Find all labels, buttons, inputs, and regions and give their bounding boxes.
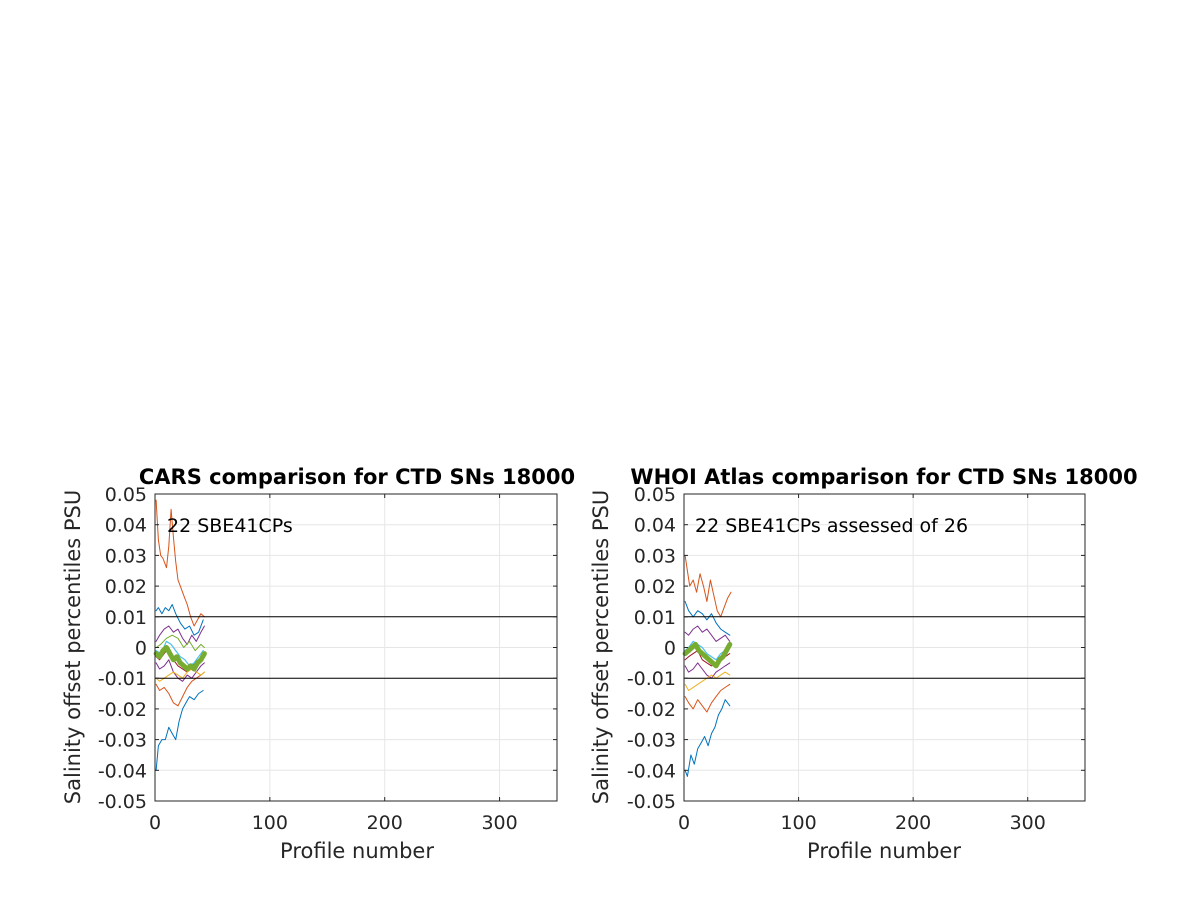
- y-axis-label: Salinity offset percentiles PSU: [61, 490, 85, 804]
- chart-annotation: 22 SBE41CPs assessed of 26: [695, 515, 968, 537]
- series-line-4: [684, 640, 731, 661]
- y-tick-label: 0.01: [634, 607, 676, 629]
- x-tick-label: 300: [481, 812, 517, 834]
- series-line-1: [155, 604, 204, 636]
- y-tick-label: 0.04: [105, 515, 147, 537]
- y-tick-label: 0.05: [634, 484, 676, 506]
- y-tick-label: 0.01: [105, 607, 147, 629]
- y-tick-label: -0.04: [98, 760, 147, 782]
- y-tick-label: -0.05: [627, 791, 676, 813]
- subplot-whoi-atlas: WHOI Atlas comparison for CTD SNs 18000 …: [589, 465, 1138, 863]
- series-line-10: [682, 641, 733, 669]
- y-tick-label: 0.03: [634, 545, 676, 567]
- series-line-3: [155, 625, 205, 645]
- y-tick-label: -0.01: [627, 668, 676, 690]
- chart-title: WHOI Atlas comparison for CTD SNs 18000: [630, 465, 1137, 489]
- y-tick-label: 0.03: [105, 545, 147, 567]
- y-tick-label: -0.04: [627, 760, 676, 782]
- x-tick-label: 300: [1010, 812, 1046, 834]
- x-axis-label: Profile number: [807, 839, 961, 863]
- series-line-8: [684, 683, 731, 713]
- series-line-2: [684, 601, 731, 636]
- y-tick-label: -0.05: [98, 791, 147, 813]
- x-tick-label: 0: [678, 812, 690, 834]
- series-line-10: [155, 690, 204, 771]
- x-tick-label: 100: [252, 812, 288, 834]
- y-tick-label: -0.03: [627, 730, 676, 752]
- y-axis-label: Salinity offset percentiles PSU: [589, 490, 613, 804]
- y-tick-label: 0.02: [634, 576, 676, 598]
- series-line-7: [155, 659, 205, 682]
- y-tick-label: 0.05: [105, 484, 147, 506]
- y-tick-label: -0.02: [627, 699, 676, 721]
- series-line-1: [684, 554, 732, 618]
- x-tick-label: 0: [149, 812, 161, 834]
- chart-annotation: 22 SBE41CPs: [167, 515, 293, 537]
- y-tick-label: -0.01: [98, 668, 147, 690]
- chart-title: CARS comparison for CTD SNs 18000: [139, 465, 575, 489]
- series-line-8: [155, 671, 205, 707]
- x-axis-label: Profile number: [280, 839, 434, 863]
- subplot-cars: CARS comparison for CTD SNs 18000 Profil…: [61, 465, 575, 863]
- y-tick-label: 0.02: [105, 576, 147, 598]
- x-tick-label: 200: [367, 812, 403, 834]
- x-tick-label: 200: [895, 812, 931, 834]
- y-tick-label: -0.02: [98, 699, 147, 721]
- series-line-11: [153, 645, 207, 672]
- series-line-9: [155, 668, 205, 682]
- series-line-5: [155, 640, 204, 667]
- series-line-6: [684, 662, 731, 679]
- y-tick-label: -0.03: [98, 730, 147, 752]
- y-tick-label: 0: [664, 638, 676, 660]
- y-tick-label: 0: [135, 638, 147, 660]
- series-line-3: [684, 625, 731, 642]
- x-tick-label: 100: [780, 812, 816, 834]
- y-tick-label: 0.04: [634, 515, 676, 537]
- series-line-2: [155, 499, 205, 627]
- series-line-9: [684, 699, 731, 777]
- series-line-4: [155, 634, 205, 652]
